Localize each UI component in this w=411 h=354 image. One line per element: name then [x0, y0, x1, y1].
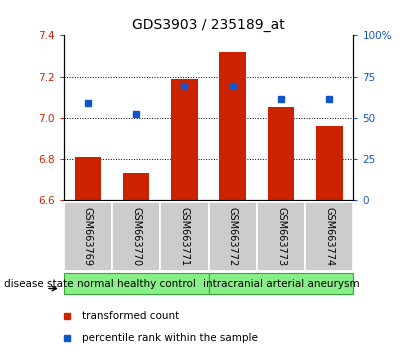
Bar: [160, 202, 209, 271]
Text: GSM663770: GSM663770: [131, 207, 141, 266]
Bar: [257, 202, 305, 271]
Bar: [209, 273, 353, 295]
Text: GSM663772: GSM663772: [228, 207, 238, 266]
Text: normal healthy control: normal healthy control: [77, 279, 196, 289]
Bar: [209, 202, 257, 271]
Text: percentile rank within the sample: percentile rank within the sample: [82, 332, 258, 343]
Text: GSM663774: GSM663774: [324, 207, 334, 266]
Bar: [64, 273, 208, 295]
Bar: [64, 202, 112, 271]
Text: transformed count: transformed count: [82, 311, 180, 321]
Text: GSM663773: GSM663773: [276, 207, 286, 266]
Text: disease state: disease state: [4, 279, 74, 289]
Text: GSM663769: GSM663769: [83, 207, 93, 266]
Bar: [305, 202, 353, 271]
Text: intracranial arterial aneurysm: intracranial arterial aneurysm: [203, 279, 359, 289]
Bar: [123, 173, 150, 200]
Bar: [171, 79, 198, 200]
Text: GSM663771: GSM663771: [180, 207, 189, 266]
Bar: [268, 107, 294, 200]
Title: GDS3903 / 235189_at: GDS3903 / 235189_at: [132, 18, 285, 32]
Bar: [112, 202, 160, 271]
Bar: [316, 126, 343, 200]
Bar: [74, 157, 101, 200]
Bar: [219, 52, 246, 200]
